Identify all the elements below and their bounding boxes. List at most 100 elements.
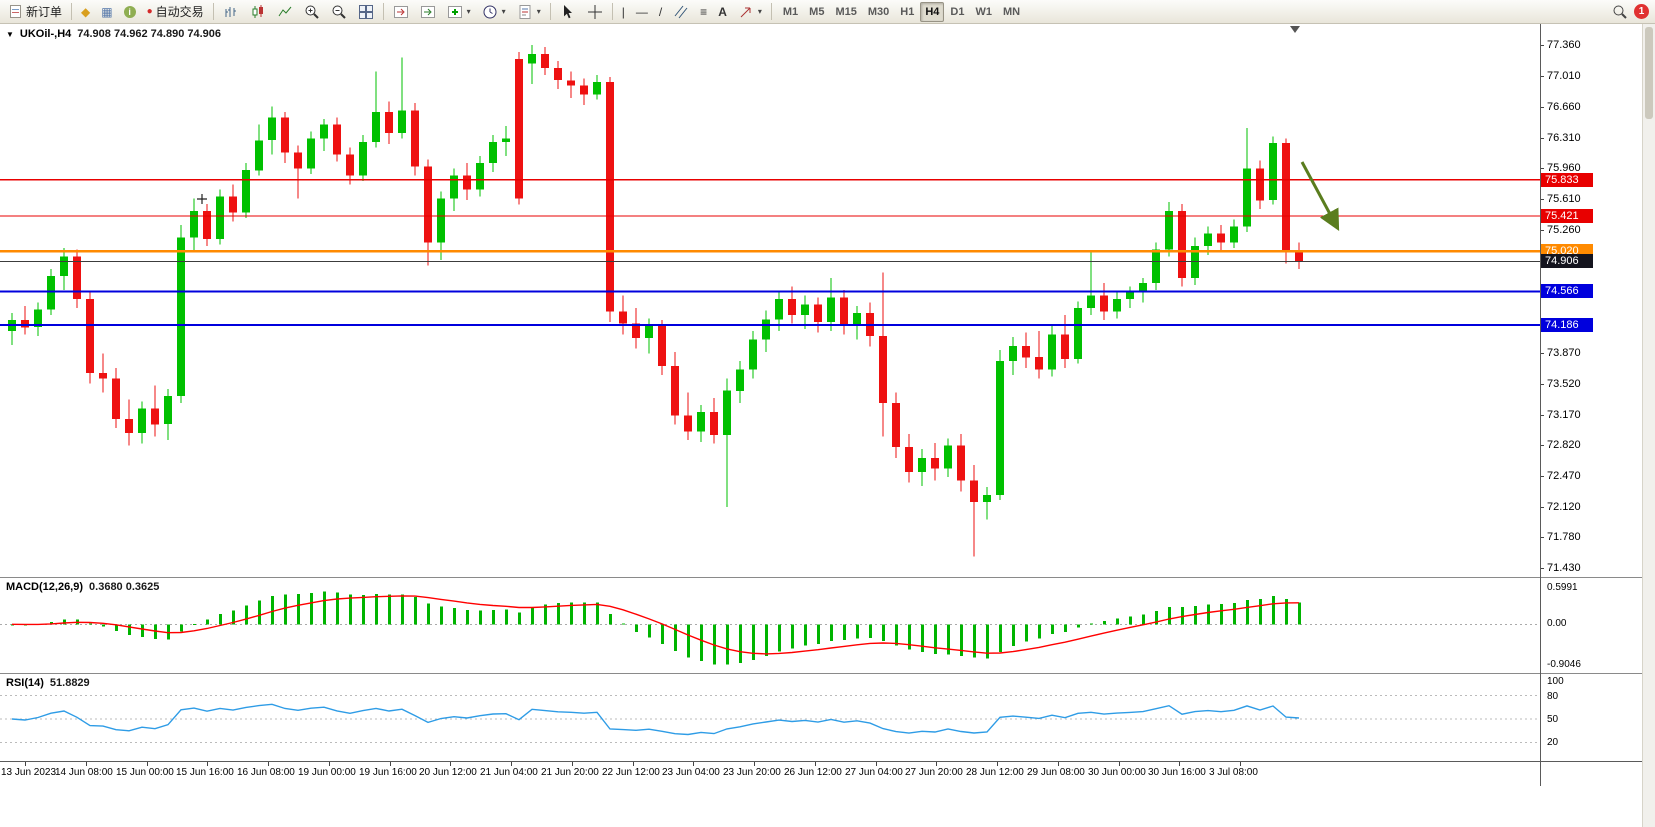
search-button[interactable]	[1607, 1, 1633, 23]
vertical-scrollbar[interactable]	[1642, 24, 1655, 827]
macd-histogram-bar	[1116, 618, 1119, 625]
macd-histogram-bar	[583, 602, 586, 625]
candle-body	[1282, 142, 1290, 252]
trendline-tool-button[interactable]: /	[654, 1, 667, 23]
candle-body	[1269, 142, 1277, 201]
macd-values: 0.3680 0.3625	[89, 581, 160, 593]
auto-scroll-button[interactable]	[415, 1, 441, 23]
market-watch-button[interactable]: ◆	[76, 1, 95, 23]
candle-body	[606, 82, 614, 312]
fibonacci-tool-button[interactable]: ≡	[695, 1, 712, 23]
clock-icon	[482, 4, 498, 20]
scrollbar-thumb[interactable]	[1645, 27, 1653, 119]
candle-body	[281, 117, 289, 153]
candle-body	[658, 325, 666, 367]
timeframe-MN[interactable]: MN	[1002, 5, 1021, 18]
macd-histogram-bar	[141, 624, 144, 638]
cursor-tool-button[interactable]	[555, 1, 581, 23]
vertical-line-tool-button[interactable]: |	[617, 1, 630, 23]
crosshair-tool-button[interactable]	[582, 1, 608, 23]
templates-button[interactable]: ▾	[512, 1, 546, 23]
chart-shift-button[interactable]	[388, 1, 414, 23]
macd-histogram-bar	[167, 624, 170, 640]
data-window-button[interactable]: i	[119, 1, 141, 23]
candle-body	[463, 175, 471, 190]
rsi-scale-80: 80	[1547, 691, 1559, 702]
candlestick-icon	[250, 4, 266, 20]
new-order-button[interactable]: 新订单	[2, 1, 67, 23]
zoom-in-button[interactable]	[299, 1, 325, 23]
macd-histogram-bar	[804, 624, 807, 646]
macd-histogram-bar	[661, 624, 664, 644]
macd-histogram-bar	[466, 610, 469, 625]
candle-body	[645, 325, 653, 338]
candle-body	[333, 124, 341, 155]
panel-divider[interactable]	[0, 577, 1655, 578]
bar-chart-button[interactable]	[218, 1, 244, 23]
candle-body	[931, 457, 939, 469]
price-tick: 77.360	[1547, 39, 1581, 51]
new-order-label: 新订单	[26, 5, 63, 19]
cross-marker[interactable]	[197, 194, 207, 204]
candle-body	[242, 170, 250, 213]
time-tick	[693, 762, 694, 766]
candle-body	[541, 53, 549, 68]
periods-button[interactable]: ▾	[477, 1, 511, 23]
candle-body	[762, 319, 770, 340]
candle-body	[1191, 246, 1199, 278]
symbol-dropdown-icon[interactable]: ▼	[6, 30, 14, 39]
tile-windows-button[interactable]	[353, 1, 379, 23]
rsi-panel[interactable]	[0, 674, 1540, 761]
zoom-out-button[interactable]	[326, 1, 352, 23]
candle-body	[34, 309, 42, 328]
macd-histogram-bar	[1077, 624, 1080, 628]
timeframe-M30[interactable]: M30	[867, 5, 890, 18]
time-label: 22 Jun 12:00	[602, 767, 660, 778]
auto-trading-button[interactable]: ● 自动交易	[142, 1, 209, 23]
candle-body	[1126, 292, 1134, 300]
text-tool-button[interactable]: A	[713, 1, 732, 23]
timeframe-H4[interactable]: H4	[920, 1, 945, 22]
macd-scale-min: -0.9046	[1547, 659, 1581, 670]
notification-badge[interactable]: 1	[1634, 4, 1649, 19]
time-tick	[1058, 762, 1059, 766]
candle-body	[892, 403, 900, 448]
chart-shift-marker[interactable]	[1290, 26, 1300, 33]
timeframe-M15[interactable]: M15	[835, 5, 857, 18]
macd-histogram-bar	[1155, 611, 1158, 625]
channel-tool-button[interactable]	[668, 1, 694, 23]
timeframe-H1[interactable]: H1	[900, 5, 915, 18]
drawn-arrow[interactable]	[1300, 161, 1340, 231]
timeframe-M5[interactable]: M5	[809, 5, 825, 18]
time-label: 21 Jun 20:00	[541, 767, 599, 778]
horizontal-line-tool-button[interactable]: —	[631, 1, 653, 23]
time-tick	[1119, 762, 1120, 766]
line-chart-button[interactable]	[272, 1, 298, 23]
macd-panel[interactable]	[0, 578, 1540, 673]
macd-histogram-bar	[648, 624, 651, 638]
candle-body	[853, 313, 861, 326]
timeframe-W1[interactable]: W1	[975, 5, 992, 18]
macd-histogram-bar	[778, 624, 781, 652]
tile-windows-icon	[358, 4, 374, 20]
toolbar-separator	[382, 3, 384, 20]
arrows-tool-button[interactable]: ▾	[733, 1, 767, 23]
candle-body	[944, 445, 952, 469]
candle-body	[775, 299, 783, 320]
charts-button[interactable]: ▦	[96, 1, 117, 23]
candle-body	[1087, 295, 1095, 308]
candlestick-chart-button[interactable]	[245, 1, 271, 23]
macd-histogram-bar	[1285, 599, 1288, 625]
macd-histogram-bar	[687, 624, 690, 658]
time-label: 28 Jun 12:00	[966, 767, 1024, 778]
time-axis[interactable]: 13 Jun 2023 14 Jun 08:00 15 Jun 00:00 15 Ju…	[0, 761, 1655, 792]
timeframe-M1[interactable]: M1	[782, 5, 799, 18]
panel-divider[interactable]	[0, 673, 1655, 674]
candle-body	[710, 411, 718, 435]
timeframe-D1[interactable]: D1	[950, 5, 965, 18]
macd-histogram-bar	[830, 624, 833, 641]
candle-body	[996, 360, 1004, 495]
price-chart[interactable]	[0, 24, 1540, 577]
indicators-button[interactable]: ▾	[442, 1, 476, 23]
time-tick	[815, 762, 816, 766]
